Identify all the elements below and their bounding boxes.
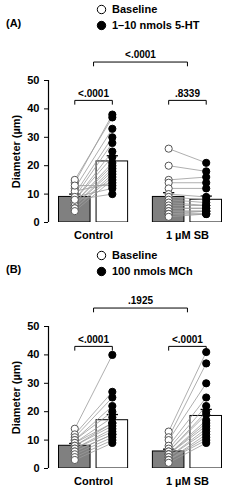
svg-text:40: 40 [27, 348, 39, 360]
svg-text:50: 50 [27, 320, 39, 332]
svg-text:<.0001: <.0001 [125, 49, 156, 60]
html-text:Baseline: Baseline [112, 3, 158, 15]
svg-text:<.0001: <.0001 [78, 334, 109, 345]
svg-text:10: 10 [27, 434, 39, 446]
svg-text:Diameter (µm): Diameter (µm) [10, 360, 22, 434]
html-text:1–10 nmols 5-HT: 1–10 nmols 5-HT [112, 19, 200, 31]
svg-text:30: 30 [27, 131, 39, 143]
svg-text:20: 20 [27, 405, 39, 417]
svg-text:20: 20 [27, 159, 39, 171]
svg-text:Control: Control [74, 229, 113, 241]
svg-text:<.0001: <.0001 [172, 334, 203, 345]
svg-text:50: 50 [27, 74, 39, 86]
html-text:Baseline: Baseline [112, 249, 158, 261]
svg-text:10: 10 [27, 188, 39, 200]
html-text:100 nmols MCh: 100 nmols MCh [112, 265, 193, 277]
svg-text:.8339: .8339 [175, 88, 200, 99]
svg-text:Diameter (µm): Diameter (µm) [10, 114, 22, 188]
svg-text:40: 40 [27, 102, 39, 114]
svg-text:0: 0 [33, 462, 39, 474]
svg-text:<.0001: <.0001 [78, 88, 109, 99]
svg-text:30: 30 [27, 377, 39, 389]
svg-text:.1925: .1925 [128, 295, 153, 306]
svg-text:0: 0 [33, 216, 39, 228]
html-text:(A): (A) [6, 17, 22, 29]
html-text:(B): (B) [6, 263, 22, 275]
svg-text:1 µM SB: 1 µM SB [166, 229, 209, 241]
svg-text:1 µM SB: 1 µM SB [166, 475, 209, 487]
svg-text:Control: Control [74, 475, 113, 487]
